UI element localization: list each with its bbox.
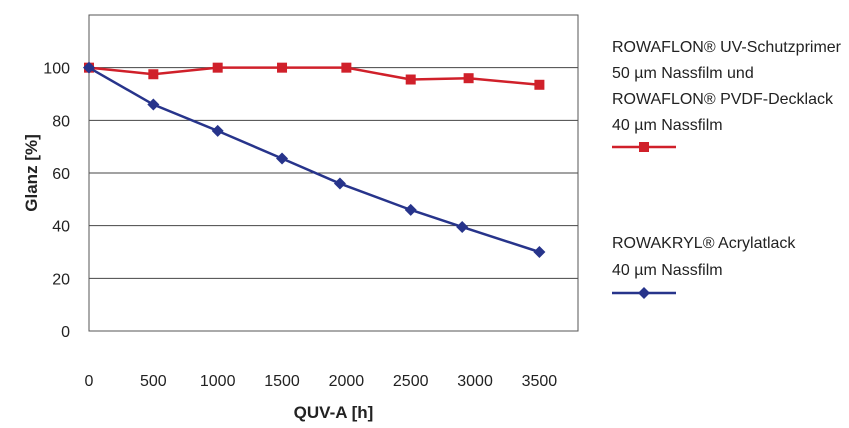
data-point [534,79,545,90]
x-tick-label: 500 [140,373,167,390]
data-point [639,142,649,152]
x-tick-label: 1500 [264,373,300,390]
legend-entry-2: ROWAKRYL® Acrylatlack 40 µm Nassfilm [612,235,796,299]
x-tick-label: 2500 [393,373,429,390]
legend-entry-1: ROWAFLON® UV-Schutzprimer 50 µm Nassfilm … [612,39,842,152]
y-tick-label: 0 [61,324,70,341]
data-point [212,62,223,73]
x-axis-title: QUV-A [h] [294,403,374,422]
plot-area-border [88,14,579,332]
legend-label: 40 µm Nassfilm [612,117,723,134]
data-point [638,287,650,299]
x-tick-label: 1000 [200,373,236,390]
x-tick-label: 2000 [329,373,365,390]
series-1 [84,62,545,90]
x-tick-label: 3500 [522,373,558,390]
series-layer [83,61,546,258]
series-line [88,66,540,87]
data-point [277,62,288,73]
legend-label: ROWAFLON® UV-Schutzprimer [612,39,842,56]
data-point [341,62,352,73]
data-point [405,74,416,85]
gridlines [89,67,578,279]
data-point [456,220,469,233]
y-tick-labels: 0 20 40 60 80 100 [43,61,70,341]
legend-label: ROWAKRYL® Acrylatlack [612,235,796,252]
series-2 [83,61,546,258]
data-point [463,73,474,84]
data-point [533,246,546,258]
y-tick-label: 60 [52,166,70,183]
y-tick-label: 40 [52,219,70,236]
x-tick-label: 0 [85,373,94,390]
y-axis-title: Glanz [%] [22,134,41,211]
x-tick-label: 3000 [457,373,493,390]
y-tick-label: 100 [43,61,70,78]
data-point [211,124,224,137]
data-point [404,203,417,216]
data-point [83,61,95,74]
y-tick-label: 20 [52,271,70,288]
legend-label: ROWAFLON® PVDF-Decklack [612,91,834,108]
legend: ROWAFLON® UV-Schutzprimer 50 µm Nassfilm … [612,39,842,299]
series-line [88,66,540,254]
data-point [276,152,289,165]
data-point [147,98,160,111]
y-tick-label: 80 [52,113,70,130]
legend-label: 50 µm Nassfilm und [612,65,754,82]
data-point [148,69,159,80]
data-point [333,177,346,190]
legend-label: 40 µm Nassfilm [612,262,723,279]
x-tick-labels: 0 500 1000 1500 2000 2500 3000 3500 [85,373,558,390]
